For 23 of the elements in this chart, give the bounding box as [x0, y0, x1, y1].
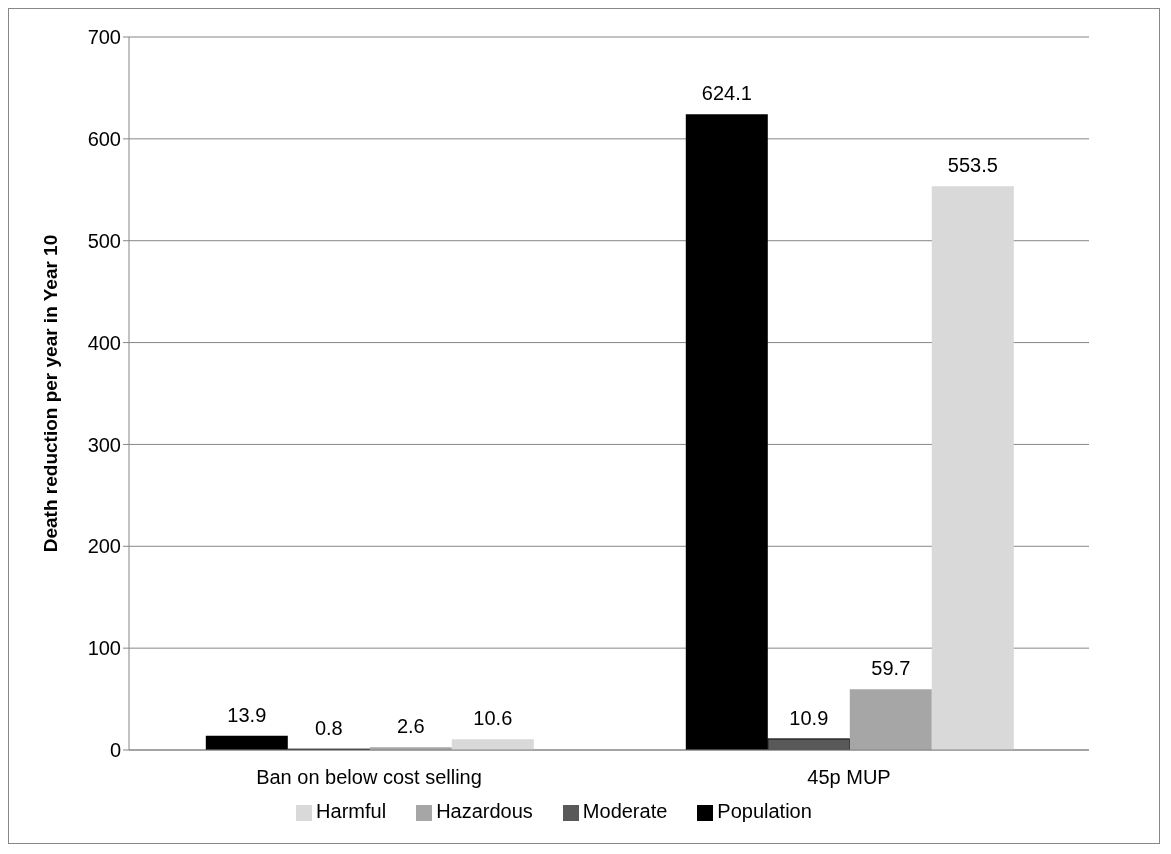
y-tick-label: 700	[87, 26, 121, 49]
data-label: 13.9	[227, 703, 267, 726]
data-label: 10.6	[473, 707, 513, 730]
x-tick-label: 45p MUP	[807, 766, 891, 789]
y-tick-label: 300	[87, 433, 121, 456]
y-tick-label: 0	[109, 739, 121, 762]
x-tick-label: Ban on below cost selling	[256, 766, 482, 789]
data-label: 2.6	[396, 715, 425, 738]
legend-label: Population	[717, 800, 812, 822]
y-tick-label: 600	[87, 127, 121, 150]
legend-label: Hazardous	[436, 800, 533, 822]
legend-label: Harmful	[316, 800, 387, 822]
data-label: 553.5	[947, 154, 998, 177]
y-tick-label: 200	[87, 535, 121, 558]
data-label: 59.7	[871, 657, 911, 680]
legend-label: Moderate	[582, 800, 668, 822]
data-label: 624.1	[701, 82, 752, 105]
y-tick-label: 500	[87, 229, 121, 252]
y-axis-title: Death reduction per year in Year 10	[39, 234, 61, 553]
y-tick-label: 100	[87, 637, 121, 660]
y-tick-label: 400	[87, 331, 121, 354]
data-label: 10.9	[789, 706, 829, 729]
data-label: 0.8	[314, 717, 343, 740]
